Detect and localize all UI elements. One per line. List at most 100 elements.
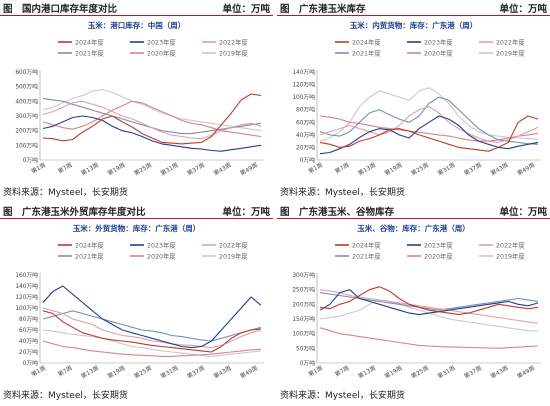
y-tick-label: 0万吨	[23, 359, 38, 367]
y-tick-label: 200万吨	[292, 300, 315, 308]
legend-label: 2021年度	[352, 49, 381, 58]
series-line	[319, 115, 539, 155]
x-tick-label: 第43周	[489, 364, 510, 381]
legend-label: 2022年度	[219, 241, 248, 250]
y-tick-label: 100万吨	[15, 304, 38, 312]
panel-header: 图 国内港口库存年度对比 单位：万吨	[0, 0, 273, 16]
legend-entry: 2021年度	[335, 252, 381, 261]
series-line	[42, 307, 262, 349]
source-note: 资料来源：Mysteel，长安期货	[280, 391, 405, 401]
y-tick-label: 100万吨	[292, 330, 315, 338]
x-tick-label: 第19周	[383, 364, 404, 381]
y-tick-label: 0万吨	[23, 156, 38, 164]
y-tick-label: 0万吨	[300, 359, 315, 367]
unit-label: 单位：万吨	[222, 207, 270, 218]
y-tick-label: 80万吨	[19, 315, 38, 323]
legend-label: 2020年度	[424, 49, 453, 58]
figure-label: 图	[280, 207, 290, 218]
panel-port-inventory: 图 国内港口库存年度对比 单位：万吨 玉米：港口库存：中国（周） 2024年度 20…	[0, 0, 273, 200]
line-chart-port-inventory: 玉米：港口库存：中国（周） 2024年度 2023年度 2022年度 2021年度 202…	[15, 20, 264, 178]
series-line	[42, 89, 262, 132]
legend-entry: 2022年度	[479, 38, 525, 47]
legend-label: 2019年度	[219, 252, 248, 261]
source-note: 资料来源：Mysteel，长安期货	[280, 188, 405, 198]
figure-label: 图	[3, 207, 13, 218]
series-line	[42, 115, 262, 152]
unit-label: 单位：万吨	[499, 207, 547, 218]
legend-entry: 2020年度	[130, 49, 176, 58]
legend-entry: 2020年度	[130, 252, 176, 261]
y-tick-label: 300万吨	[292, 271, 315, 279]
source-note: 资料来源：Mysteel，长安期货	[3, 391, 128, 401]
x-tick-label: 第37周	[463, 161, 484, 178]
x-tick-label: 第31周	[159, 161, 180, 178]
source-note: 资料来源：Mysteel，长安期货	[3, 188, 128, 198]
x-tick-label: 第49周	[239, 364, 260, 381]
series-line	[42, 310, 262, 342]
legend-entry: 2023年度	[407, 241, 453, 250]
series-line	[42, 329, 262, 357]
x-tick-label: 第7周	[333, 161, 350, 176]
y-tick-label: 600万吨	[15, 68, 38, 76]
legend-label: 2023年度	[424, 38, 453, 47]
x-tick-label: 第37周	[186, 161, 207, 178]
x-tick-label: 第31周	[436, 364, 457, 381]
legend-entry: 2021年度	[58, 49, 104, 58]
series-line	[319, 115, 539, 152]
x-tick-label: 第19周	[383, 161, 404, 178]
panel-guangdong-foreign-inventory: 图 广东港玉米外贸库存年度对比 单位：万吨 玉米：外贸货物：库存：广东港（周） 2…	[0, 203, 273, 403]
series-line	[42, 100, 262, 140]
series-line	[42, 310, 262, 353]
y-tick-label: 150万吨	[292, 315, 315, 323]
x-tick-label: 第25周	[133, 161, 154, 178]
legend-label: 2024年度	[75, 38, 104, 47]
y-tick-label: 40万吨	[19, 337, 38, 345]
legend-entry: 2021年度	[58, 252, 104, 261]
x-tick-label: 第13周	[80, 161, 101, 178]
series-line	[42, 340, 262, 357]
unit-label: 单位：万吨	[222, 4, 270, 15]
series-line	[319, 327, 539, 349]
unit-label: 单位：万吨	[499, 4, 547, 15]
legend-label: 2023年度	[424, 241, 453, 250]
y-tick-label: 120万吨	[292, 81, 315, 89]
series-line	[42, 285, 262, 349]
chart-title: 玉米、谷物：库存：广东港（周）	[357, 223, 470, 233]
x-tick-label: 第49周	[239, 161, 260, 178]
x-tick-label: 第49周	[516, 161, 537, 178]
legend-entry: 2019年度	[202, 252, 248, 261]
legend-label: 2022年度	[496, 241, 525, 250]
series-line	[319, 286, 539, 316]
legend-label: 2024年度	[352, 38, 381, 47]
series-line	[319, 87, 539, 142]
y-tick-label: 20万吨	[19, 348, 38, 356]
y-tick-label: 100万吨	[292, 93, 315, 101]
x-tick-label: 第7周	[333, 364, 350, 379]
legend-entry: 2020年度	[407, 252, 453, 261]
x-tick-label: 第43周	[212, 161, 233, 178]
series-line	[319, 106, 539, 143]
y-tick-label: 0万吨	[300, 156, 315, 164]
line-chart-guangdong-domestic: 玉米：内贸货物：库存：广东港（周） 2024年度 2023年度 2022年度 2021年…	[292, 20, 541, 178]
legend-entry: 2022年度	[479, 241, 525, 250]
x-tick-label: 第31周	[436, 161, 457, 178]
legend-label: 2019年度	[496, 252, 525, 261]
x-tick-label: 第37周	[186, 364, 207, 381]
legend-label: 2024年度	[352, 241, 381, 250]
legend-entry: 2019年度	[202, 49, 248, 58]
x-tick-label: 第31周	[159, 364, 180, 381]
y-tick-label: 60万吨	[19, 326, 38, 334]
series-line	[319, 115, 539, 142]
x-tick-label: 第7周	[56, 161, 73, 176]
series-line	[42, 100, 262, 138]
x-tick-label: 第13周	[357, 364, 378, 381]
legend-label: 2019年度	[219, 49, 248, 58]
series-line	[319, 289, 539, 316]
line-chart-guangdong-foreign: 玉米：外贸货物：库存：广东港（周） 2024年度 2023年度 2022年度 2021年…	[15, 223, 264, 381]
legend-entry: 2022年度	[202, 38, 248, 47]
legend-entry: 2024年度	[335, 241, 381, 250]
legend-entry: 2019年度	[479, 252, 525, 261]
legend-label: 2022年度	[219, 38, 248, 47]
legend-label: 2021年度	[75, 49, 104, 58]
